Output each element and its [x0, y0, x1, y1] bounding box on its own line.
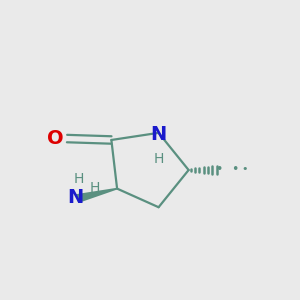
- Text: H: H: [153, 152, 164, 166]
- Text: N: N: [68, 188, 84, 207]
- Polygon shape: [76, 188, 117, 203]
- Text: O: O: [47, 129, 64, 148]
- Text: •: •: [216, 163, 223, 176]
- Text: H: H: [90, 181, 100, 195]
- Text: •: •: [241, 164, 248, 174]
- Text: H: H: [73, 172, 84, 186]
- Text: N: N: [151, 125, 167, 144]
- Text: •: •: [231, 163, 238, 176]
